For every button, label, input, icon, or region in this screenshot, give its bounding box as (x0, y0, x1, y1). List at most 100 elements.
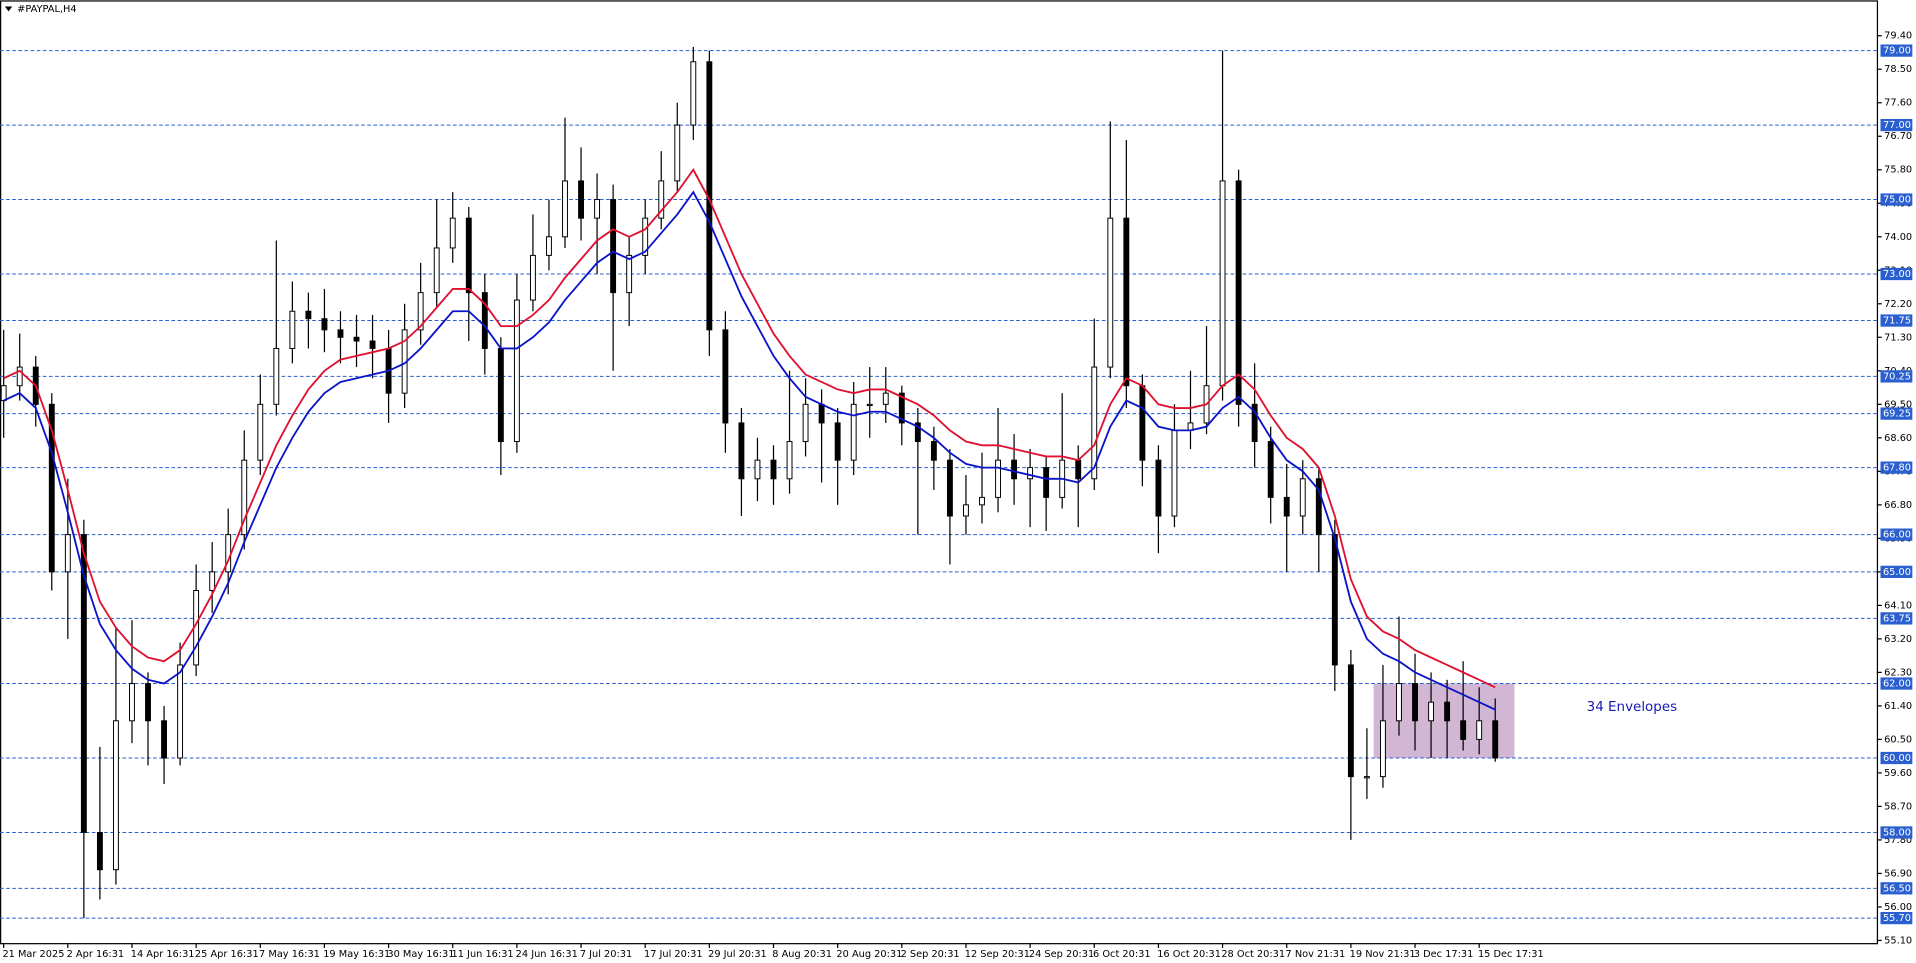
candle-body (289, 310, 296, 349)
level-label-box (1880, 461, 1913, 474)
candle-body (337, 329, 344, 338)
level-label-box (1880, 370, 1913, 383)
level-label-box (1880, 882, 1913, 895)
level-label: 69.25 (1883, 409, 1911, 420)
candle-body (578, 180, 584, 219)
y-tick-label: 77.60 (1884, 98, 1912, 109)
x-tick-label: 19 Nov 21:31 (1350, 949, 1416, 960)
candle-body (882, 392, 889, 405)
level-label: 79.00 (1883, 46, 1911, 57)
candle-body (546, 236, 552, 256)
candle-body (1315, 478, 1322, 536)
candle-body (1396, 683, 1402, 722)
level-label: 63.75 (1883, 613, 1911, 624)
candle-body (529, 254, 536, 301)
candle-body (161, 720, 167, 759)
y-tick-label: 57.80 (1884, 835, 1912, 846)
y-tick-label: 69.50 (1884, 399, 1912, 410)
y-tick-label: 74.00 (1884, 232, 1912, 243)
candle-body (1027, 467, 1034, 480)
y-tick-label: 71.30 (1884, 332, 1912, 343)
candle-body (1380, 720, 1386, 778)
candle-body (738, 422, 745, 480)
candle-body (1123, 217, 1130, 387)
envelope-line (3, 168, 1496, 689)
y-tick-label: 62.30 (1884, 667, 1912, 678)
candle-body (722, 329, 729, 424)
y-tick-label: 75.80 (1884, 165, 1912, 176)
candle-body (818, 403, 825, 424)
level-label-box (1880, 193, 1913, 206)
x-tick-label: 20 Aug 20:31 (836, 949, 902, 960)
level-label-box (1880, 407, 1913, 420)
candle-body (433, 247, 440, 294)
candle-body (241, 459, 248, 536)
candle-body (1460, 720, 1467, 740)
candle-body (1075, 459, 1082, 480)
y-tick-label: 55.10 (1884, 935, 1912, 946)
x-tick-label: 7 Nov 21:31 (1285, 949, 1345, 960)
level-label-box (1880, 911, 1913, 925)
candle-body (1171, 429, 1178, 517)
level-label: 71.75 (1883, 316, 1911, 327)
candle-body (417, 292, 424, 331)
candle-body (145, 683, 151, 722)
candle-body (786, 441, 793, 480)
candle-body (658, 180, 665, 219)
level-label-box (1880, 314, 1913, 327)
candle-body (1283, 496, 1290, 517)
annotation: 34 Envelopes (1587, 700, 1677, 715)
level-label: 70.25 (1883, 371, 1911, 382)
y-tick-label: 56.00 (1884, 902, 1912, 913)
level-label: 58.00 (1883, 827, 1911, 838)
x-tick-label: 12 Sep 20:31 (965, 949, 1030, 960)
candle-body (898, 392, 905, 424)
candle-body (113, 720, 119, 871)
candle-body (1043, 467, 1050, 498)
candle-body (1251, 403, 1258, 443)
x-tick-label: 2 Apr 16:31 (67, 949, 125, 960)
level-label-box (1880, 826, 1913, 839)
y-tick-label: 68.60 (1884, 433, 1912, 444)
candle-body (1299, 478, 1306, 517)
candle-body (1347, 664, 1354, 778)
x-tick-label: 28 Oct 20:31 (1221, 949, 1285, 960)
candle-body (177, 664, 184, 759)
level-label: 60.00 (1883, 753, 1911, 764)
menu-arrow (4, 6, 13, 12)
candle-body (1363, 776, 1370, 779)
level-label: 73.00 (1883, 269, 1911, 280)
x-tick-label: 24 Sep 20:31 (1029, 949, 1094, 960)
candle-body (465, 217, 472, 294)
candle-body (642, 217, 649, 256)
candle-body (1091, 366, 1098, 480)
x-tick-label: 7 May 16:31 (259, 949, 320, 960)
y-tick-label: 78.50 (1884, 64, 1912, 75)
level-label-box (1880, 612, 1913, 625)
candle-body (513, 299, 520, 443)
candle-body (129, 683, 135, 722)
x-tick-label: 8 Aug 20:31 (772, 949, 832, 960)
candle-body (1476, 720, 1483, 740)
x-tick-label: 11 Jun 16:31 (452, 949, 514, 960)
candle-body (834, 422, 841, 461)
candle-body (802, 403, 809, 443)
x-tick-label: 15 Dec 17:31 (1478, 949, 1544, 960)
x-tick-label: 30 May 16:31 (387, 949, 454, 960)
y-tick-label: 63.20 (1884, 634, 1912, 645)
candle-body (850, 403, 857, 461)
candle-body (481, 292, 488, 349)
level-label: 55.70 (1883, 913, 1911, 924)
y-tick-label: 56.90 (1884, 868, 1912, 879)
candle-body (1428, 701, 1435, 722)
candle-body (449, 217, 456, 249)
x-tick-label: 2 Sep 20:31 (901, 949, 960, 960)
candle-body (995, 459, 1001, 498)
candle-body (946, 459, 953, 517)
x-tick-label: 19 May 16:31 (323, 949, 390, 960)
envelope-line (3, 190, 1496, 711)
level-label: 77.00 (1883, 120, 1911, 131)
candle-body (1155, 459, 1162, 517)
candle-body (866, 403, 873, 407)
